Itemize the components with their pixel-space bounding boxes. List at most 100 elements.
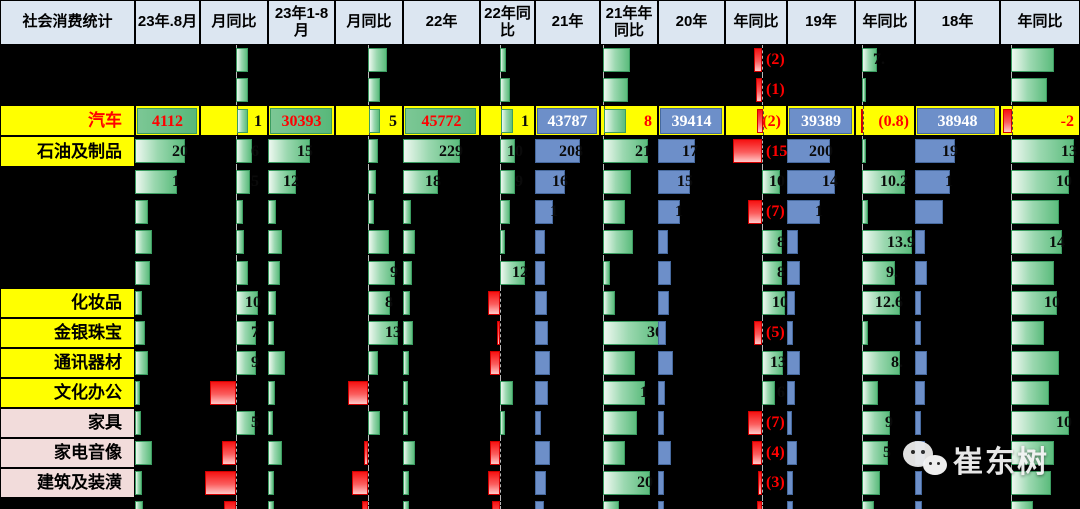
- data-bar-green: [603, 139, 648, 163]
- table-cell: [1000, 75, 1080, 105]
- data-bar-blue: [535, 321, 548, 345]
- data-bar-green: [862, 291, 900, 315]
- table-cell: 10: [480, 136, 535, 167]
- data-bar-green: [368, 230, 389, 254]
- table-cell: [135, 318, 200, 348]
- table-cell: [135, 468, 200, 498]
- table-cell: [135, 227, 200, 258]
- table-cell: [787, 288, 855, 318]
- table-cell: [403, 75, 480, 105]
- table-cell: [200, 258, 268, 288]
- data-bar-green: [137, 108, 197, 134]
- cell-value: 8: [777, 264, 785, 281]
- data-bar-green: [1011, 139, 1074, 163]
- table-cell: [403, 498, 480, 509]
- row-label: [0, 227, 135, 258]
- table-cell: [268, 438, 335, 468]
- axis-line: [762, 45, 763, 75]
- table-cell: (0.8): [855, 105, 915, 136]
- data-bar-green: [500, 261, 525, 285]
- table-cell: (15): [725, 136, 787, 167]
- table-cell: [535, 438, 600, 468]
- data-bar-blue: [535, 441, 550, 465]
- table-cell: [480, 438, 535, 468]
- data-bar-green: [862, 441, 888, 465]
- table-cell: 30: [600, 318, 658, 348]
- data-bar-blue: [787, 441, 797, 465]
- cell-value: 12.6: [875, 294, 903, 311]
- data-bar-green: [1011, 48, 1054, 72]
- table-cell: [268, 45, 335, 75]
- row-label: [0, 197, 135, 227]
- data-bar-green: [368, 78, 380, 102]
- data-bar-green: [862, 48, 877, 72]
- data-bar-green: [862, 78, 866, 102]
- table-cell: [135, 258, 200, 288]
- data-bar-green: [368, 48, 387, 72]
- table-cell: [403, 468, 480, 498]
- table-cell: 10: [1000, 408, 1080, 438]
- table-cell: 5: [855, 438, 915, 468]
- data-bar-red-negative: [352, 471, 368, 495]
- data-bar-green: [1011, 471, 1051, 495]
- table-cell: [480, 45, 535, 75]
- data-bar-red-negative: [752, 441, 762, 465]
- data-bar-green: [862, 200, 868, 224]
- data-bar-green: [368, 351, 378, 375]
- table-cell: [787, 438, 855, 468]
- data-bar-red-negative: [224, 501, 236, 509]
- table-cell: [915, 498, 1000, 509]
- data-bar-blue: [658, 291, 669, 315]
- column-header: 20年: [658, 0, 725, 45]
- data-bar-blue: [658, 200, 680, 224]
- data-bar-blue: [535, 471, 546, 495]
- table-cell: 14: [787, 167, 855, 197]
- table-cell: [658, 258, 725, 288]
- table-cell: [1000, 438, 1080, 468]
- data-bar-green: [1011, 261, 1054, 285]
- cell-value: 10: [507, 143, 523, 160]
- data-bar-green: [500, 170, 515, 194]
- data-bar-blue: [535, 170, 565, 194]
- column-header: 22年: [403, 0, 480, 45]
- data-bar-green: [236, 321, 256, 345]
- table-cell: [658, 378, 725, 408]
- data-bar-green: [762, 381, 775, 405]
- data-bar-blue: [915, 351, 927, 375]
- data-bar-blue: [658, 351, 673, 375]
- data-bar-green: [135, 501, 143, 509]
- data-bar-green: [403, 261, 412, 285]
- cell-value: 5: [883, 444, 891, 461]
- data-bar-red-negative: [758, 471, 762, 495]
- data-bar-green: [500, 230, 505, 254]
- table-cell: 229: [403, 136, 480, 167]
- data-bar-green: [135, 471, 142, 495]
- table-cell: [268, 348, 335, 378]
- table-cell: [403, 348, 480, 378]
- cell-value: 8: [385, 294, 393, 311]
- column-header: 18年: [915, 0, 1000, 45]
- data-bar-green: [368, 200, 374, 224]
- cell-value: (3): [766, 474, 785, 491]
- cell-value: 12: [283, 173, 299, 190]
- table-cell: [335, 167, 403, 197]
- table-cell: [480, 468, 535, 498]
- data-bar-blue: [787, 170, 835, 194]
- table-cell: 6: [200, 136, 268, 167]
- data-bar-green: [862, 230, 912, 254]
- table-cell: [200, 197, 268, 227]
- table-cell: 38948: [915, 105, 1000, 136]
- data-bar-green: [268, 321, 274, 345]
- cell-value: 38948: [937, 113, 978, 130]
- axis-line: [368, 438, 369, 468]
- column-header: 21年年同比: [600, 0, 658, 45]
- table-cell: 30393: [268, 105, 335, 136]
- data-bar-green: [603, 351, 635, 375]
- data-bar-green: [500, 48, 506, 72]
- data-bar-blue: [915, 471, 922, 495]
- data-bar-green: [603, 261, 610, 285]
- data-bar-blue: [535, 351, 550, 375]
- cell-value: 1: [640, 384, 648, 401]
- table-cell: 10: [200, 288, 268, 318]
- data-bar-green: [268, 230, 282, 254]
